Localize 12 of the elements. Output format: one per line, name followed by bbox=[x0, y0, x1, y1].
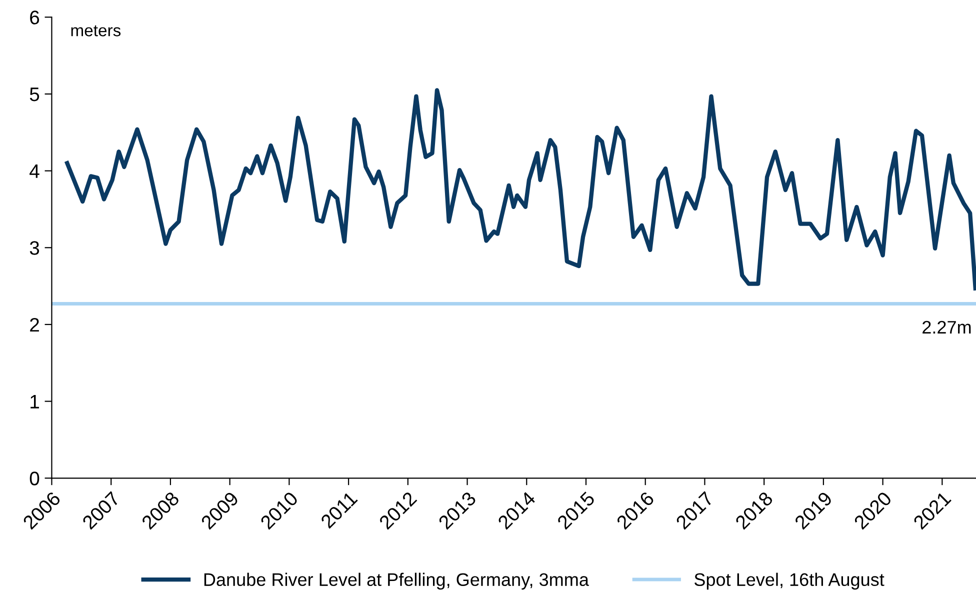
y-tick-label: 1 bbox=[30, 394, 39, 408]
legend-label: Danube River Level at Pfelling, Germany, 3mma bbox=[204, 572, 589, 590]
y-tick-label: 6 bbox=[30, 10, 40, 24]
y-tick-label: 5 bbox=[30, 88, 40, 102]
annotation: 2.27m bbox=[922, 320, 971, 334]
y-axis-title: meters bbox=[71, 25, 121, 36]
y-tick-label: 3 bbox=[30, 241, 40, 255]
y-tick-label: 4 bbox=[30, 164, 40, 178]
legend-label: Spot Level, 16th August bbox=[694, 572, 884, 590]
y-tick-label: 2 bbox=[30, 318, 39, 332]
y-tick-label: 0 bbox=[30, 472, 40, 486]
line-series bbox=[65, 88, 976, 290]
